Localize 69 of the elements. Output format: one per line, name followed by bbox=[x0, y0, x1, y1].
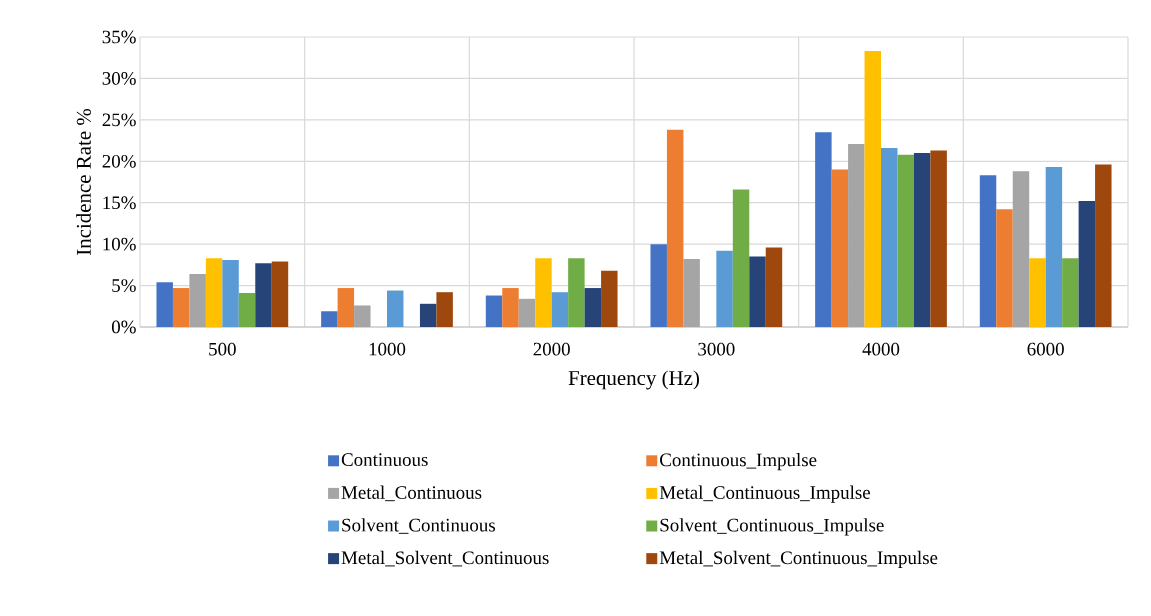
bar bbox=[1012, 171, 1030, 327]
bar bbox=[979, 175, 997, 327]
bar bbox=[205, 258, 223, 327]
bar bbox=[749, 256, 766, 327]
x-tick-label: 3000 bbox=[698, 342, 735, 356]
y-axis-title: Incidence Rate % bbox=[76, 108, 91, 256]
bar bbox=[996, 209, 1013, 327]
bar bbox=[913, 153, 931, 327]
y-tick-label: 25% bbox=[102, 113, 136, 127]
bar bbox=[419, 303, 437, 327]
bar bbox=[222, 259, 239, 327]
bar bbox=[1062, 258, 1079, 327]
bar bbox=[321, 311, 338, 327]
bar bbox=[551, 292, 569, 327]
legend-label: Continuous bbox=[341, 453, 428, 467]
y-tick-label: 10% bbox=[103, 237, 136, 251]
bar bbox=[568, 258, 585, 327]
bar bbox=[156, 282, 173, 327]
legend-label: Metal_Solvent_Continuous_Impulse bbox=[659, 550, 938, 568]
bar bbox=[897, 154, 914, 327]
x-axis-title: Frequency (Hz) bbox=[568, 370, 699, 390]
x-tick-label: 500 bbox=[209, 342, 236, 356]
bar bbox=[172, 288, 190, 327]
bar bbox=[354, 305, 371, 327]
bar bbox=[485, 295, 503, 327]
bar bbox=[831, 169, 849, 327]
bar bbox=[848, 143, 865, 327]
bar bbox=[1095, 164, 1112, 327]
bar bbox=[732, 189, 750, 327]
legend-label: Metal_Continuous bbox=[341, 485, 482, 502]
x-tick-label: 1000 bbox=[369, 342, 406, 356]
bar bbox=[238, 293, 256, 327]
bar bbox=[271, 261, 289, 327]
bar bbox=[864, 51, 882, 327]
y-tick-label: 20% bbox=[102, 154, 136, 168]
bar bbox=[535, 258, 552, 327]
legend-label: Solvent_Continuous bbox=[342, 518, 495, 534]
legend-label: Continuous_Impulse bbox=[660, 452, 817, 471]
bar bbox=[502, 288, 519, 327]
bar bbox=[683, 259, 700, 327]
bar bbox=[601, 270, 618, 327]
bar bbox=[387, 290, 404, 327]
y-tick-label: 30% bbox=[102, 72, 136, 85]
bar bbox=[436, 292, 453, 327]
x-tick-label: 4000 bbox=[862, 342, 900, 356]
y-tick-label: 15% bbox=[103, 196, 136, 210]
legend-label: Metal_Continuous_Impulse bbox=[659, 485, 870, 503]
bar bbox=[1078, 201, 1096, 327]
bar bbox=[337, 288, 355, 327]
legend-label: Solvent_Continuous_Impulse bbox=[660, 518, 884, 536]
bar bbox=[881, 148, 898, 327]
bar bbox=[815, 132, 832, 327]
x-tick-label: 2000 bbox=[533, 342, 570, 356]
y-tick-label: 35% bbox=[102, 30, 136, 44]
bar bbox=[650, 244, 667, 327]
bar bbox=[666, 129, 684, 327]
bar bbox=[518, 298, 536, 327]
legend-label: Metal_Solvent_Continuous bbox=[341, 550, 549, 567]
bar bbox=[765, 247, 783, 327]
x-tick-label: 6000 bbox=[1027, 342, 1064, 356]
bar bbox=[584, 288, 602, 327]
y-tick-label: 5% bbox=[112, 279, 136, 292]
bar bbox=[716, 250, 733, 327]
bar bbox=[1045, 167, 1063, 327]
bar bbox=[930, 150, 947, 327]
bar bbox=[1029, 258, 1046, 327]
bar bbox=[189, 273, 206, 327]
y-tick-label: 0% bbox=[111, 320, 136, 334]
bar bbox=[255, 263, 272, 327]
